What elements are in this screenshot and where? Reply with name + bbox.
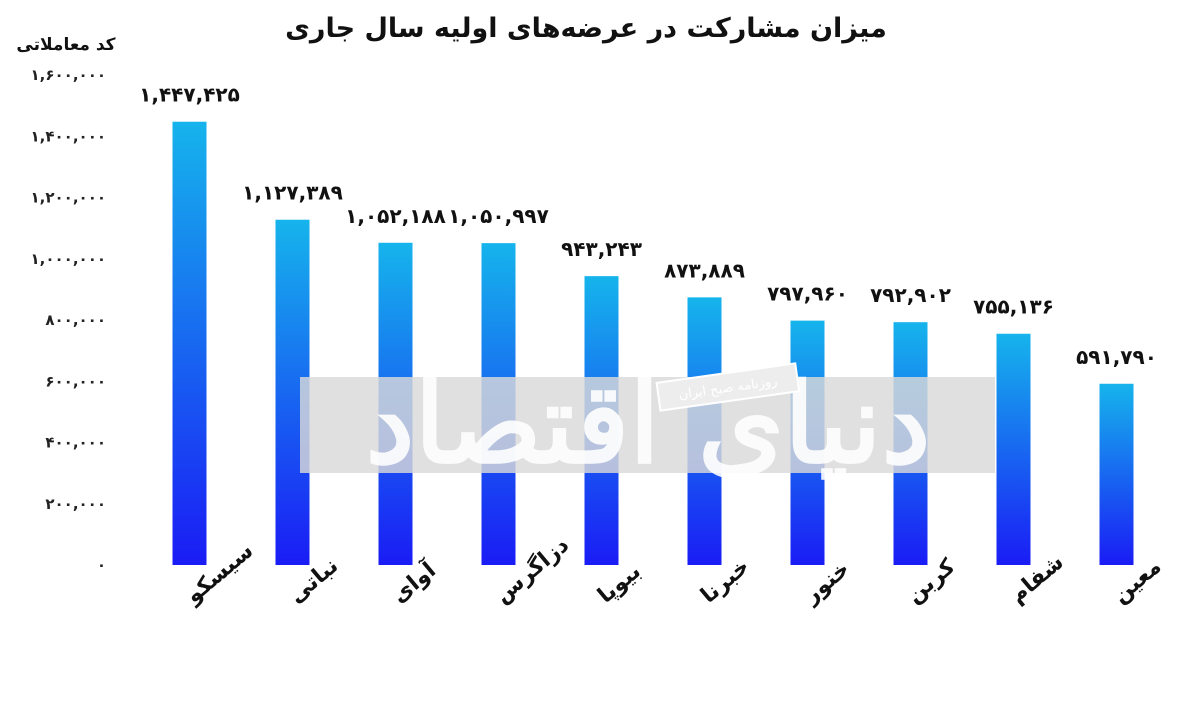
watermark-sub-box: [655, 362, 801, 412]
data-label: ۷۹۷,۹۶۰: [767, 282, 848, 306]
y-axis-label: کد معاملاتی: [16, 35, 115, 55]
data-label: ۱,۱۲۷,۳۸۹: [242, 181, 343, 205]
bar: [1099, 383, 1134, 565]
data-label: ۱,۰۵۰,۹۹۷: [448, 204, 549, 228]
data-label: ۷۵۵,۱۳۶: [973, 295, 1054, 319]
data-label: ۷۹۲,۹۰۲: [870, 283, 951, 307]
data-label: ۹۴۳,۲۴۳: [561, 237, 642, 261]
y-tick-label: ۱,۶۰۰,۰۰۰: [31, 66, 106, 84]
y-axis: ۰ ۲۰۰,۰۰۰ ۴۰۰,۰۰۰ ۶۰۰,۰۰۰ ۸۰۰,۰۰۰ ۱,۰۰۰,۰۰۰ ۱,…: [31, 66, 106, 574]
data-label: ۵۹۱,۷۹۰: [1076, 345, 1157, 369]
bar: [172, 121, 207, 565]
y-tick-label: ۸۰۰,۰۰۰: [45, 311, 106, 329]
y-tick-label: ۲۰۰,۰۰۰: [45, 495, 106, 513]
data-label: ۱,۴۴۷,۴۲۵: [139, 83, 240, 107]
bar: [996, 333, 1031, 565]
data-label: ۱,۰۵۲,۱۸۸: [345, 204, 446, 228]
watermark: دنیای اقتصاد روزنامه صبح ایران: [300, 359, 995, 488]
watermark-band: [300, 377, 995, 473]
y-tick-label: ۴۰۰,۰۰۰: [45, 434, 106, 452]
data-label: ۸۷۳,۸۸۹: [664, 258, 745, 282]
x-tick-label: بیوپا: [593, 559, 646, 609]
y-tick-label: ۶۰۰,۰۰۰: [45, 372, 106, 390]
y-tick-label: ۰: [97, 556, 106, 574]
y-tick-label: ۱,۰۰۰,۰۰۰: [31, 250, 106, 268]
y-tick-label: ۱,۴۰۰,۰۰۰: [31, 127, 106, 145]
chart-title: میزان مشارکت در عرضه‌های اولیه سال جاری: [285, 13, 887, 44]
y-tick-label: ۱,۲۰۰,۰۰۰: [31, 189, 106, 207]
watermark-text: دنیای اقتصاد: [366, 359, 931, 488]
